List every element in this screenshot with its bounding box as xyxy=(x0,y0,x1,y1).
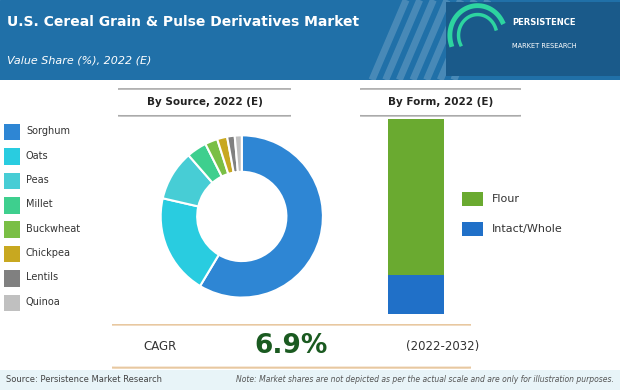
Text: Source: Persistence Market Research: Source: Persistence Market Research xyxy=(6,375,162,385)
FancyBboxPatch shape xyxy=(356,89,524,116)
Wedge shape xyxy=(200,135,323,298)
Text: (2022-2032): (2022-2032) xyxy=(407,340,480,353)
Wedge shape xyxy=(235,135,242,172)
Text: Buckwheat: Buckwheat xyxy=(26,223,80,234)
Bar xyxy=(4,222,20,238)
Text: Intact/Whole: Intact/Whole xyxy=(492,223,562,234)
Bar xyxy=(4,270,20,287)
Bar xyxy=(462,222,483,236)
Text: U.S. Cereal Grain & Pulse Derivatives Market: U.S. Cereal Grain & Pulse Derivatives Ma… xyxy=(7,14,360,28)
Bar xyxy=(4,173,20,189)
Wedge shape xyxy=(205,139,228,177)
Text: Note: Market shares are not depicted as per the actual scale and are only for il: Note: Market shares are not depicted as … xyxy=(236,375,614,385)
Wedge shape xyxy=(161,198,219,286)
Bar xyxy=(4,294,20,311)
Text: 6.9%: 6.9% xyxy=(255,333,328,359)
Text: Sorghum: Sorghum xyxy=(26,126,70,136)
Bar xyxy=(388,275,444,314)
Text: Peas: Peas xyxy=(26,175,48,185)
Bar xyxy=(4,197,20,214)
Text: Chickpea: Chickpea xyxy=(26,248,71,258)
Wedge shape xyxy=(227,136,238,172)
Bar xyxy=(4,148,20,165)
Bar xyxy=(4,124,20,140)
Wedge shape xyxy=(162,155,213,206)
Text: 58.6%: 58.6% xyxy=(214,219,270,234)
Text: PERSISTENCE: PERSISTENCE xyxy=(512,18,576,27)
FancyBboxPatch shape xyxy=(101,324,482,368)
Text: MARKET RESEARCH: MARKET RESEARCH xyxy=(512,43,577,50)
Text: Quinoa: Quinoa xyxy=(26,297,61,307)
Wedge shape xyxy=(188,144,222,183)
Bar xyxy=(388,119,444,275)
Text: Value Share (%), 2022 (E): Value Share (%), 2022 (E) xyxy=(7,56,152,66)
Text: By Form, 2022 (E): By Form, 2022 (E) xyxy=(388,97,493,107)
Bar xyxy=(4,246,20,262)
Bar xyxy=(462,192,483,206)
Text: Flour: Flour xyxy=(492,194,520,204)
Text: Millet: Millet xyxy=(26,199,53,209)
Text: Oats: Oats xyxy=(26,151,48,161)
Wedge shape xyxy=(217,136,234,174)
Text: Lentils: Lentils xyxy=(26,272,58,282)
Text: By Source, 2022 (E): By Source, 2022 (E) xyxy=(147,97,262,107)
FancyBboxPatch shape xyxy=(114,89,295,116)
Text: CAGR: CAGR xyxy=(143,340,176,353)
